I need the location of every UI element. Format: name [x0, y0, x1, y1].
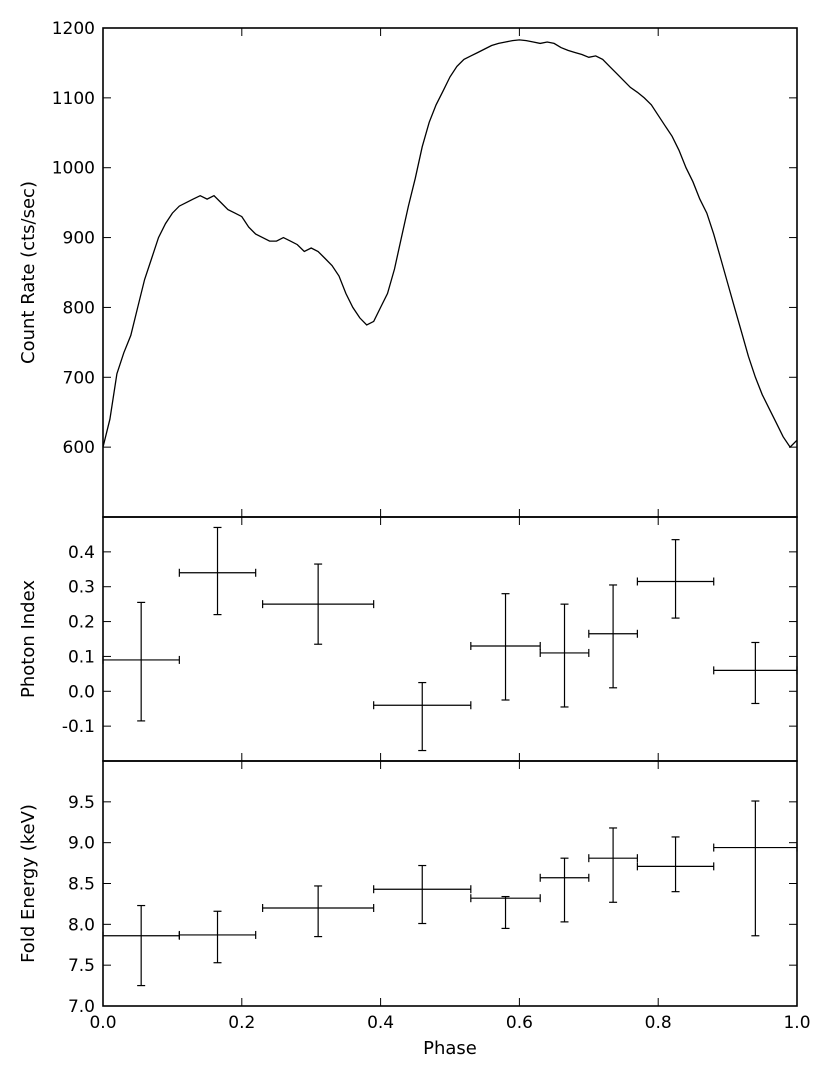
fold-energy-point — [636, 836, 715, 893]
photon-index-ytick-label: 0.0 — [68, 682, 95, 702]
photon-index-point — [262, 563, 375, 645]
phase-xtick-label: 0.6 — [506, 1013, 533, 1033]
phase-xtick-label: 0.2 — [228, 1013, 255, 1033]
fold-energy-point — [539, 857, 590, 923]
fold-energy-point — [102, 904, 180, 987]
photon-index-point — [539, 603, 590, 708]
fold-energy-point — [713, 800, 798, 937]
fold-energy-ylabel: Fold Energy (keV) — [18, 804, 39, 963]
photon-index-point — [588, 584, 638, 689]
count-rate-ylabel: Count Rate (cts/sec) — [18, 181, 39, 364]
count-rate-frame — [102, 27, 798, 518]
photon-index-point — [373, 681, 472, 752]
count-rate-ytick-label: 1200 — [52, 19, 95, 39]
photon-index-ytick-label: 0.4 — [68, 543, 95, 563]
fold-energy-point — [178, 910, 257, 964]
count-rate-ytick-label: 600 — [63, 438, 95, 458]
fold-energy-panel: 7.0 7.5 8.0 8.5 9.0 9.5 Fold Energy (keV) 0.0 0.… — [18, 760, 811, 1059]
photon-index-ytick-label: 0.3 — [68, 578, 95, 598]
photon-index-frame — [102, 516, 798, 762]
photon-index-point — [636, 539, 715, 619]
photon-index-point — [178, 526, 257, 616]
photon-index-ytick-label: -0.1 — [62, 717, 95, 737]
fold-energy-point — [262, 885, 375, 938]
phase-xtick-label: 0.0 — [89, 1013, 116, 1033]
fold-energy-point — [470, 894, 541, 930]
fold-energy-ytick-label: 9.0 — [68, 834, 95, 854]
photon-index-point — [713, 641, 798, 705]
phase-xlabel: Phase — [423, 1038, 477, 1059]
count-rate-ytick-label: 1100 — [52, 89, 95, 109]
phase-xtick-label: 0.4 — [367, 1013, 394, 1033]
photon-index-ytick-label: 0.2 — [68, 613, 95, 633]
photon-index-point — [102, 601, 180, 722]
fold-energy-ytick-label: 8.5 — [68, 875, 95, 895]
count-rate-panel: 600 700 800 900 1000 1100 1200 Count Rate (cts/… — [18, 19, 798, 518]
fold-energy-ytick-label: 8.0 — [68, 915, 95, 935]
fold-energy-point — [373, 864, 472, 925]
phase-xtick-label: 1.0 — [783, 1013, 810, 1033]
fold-energy-ytick-label: 9.5 — [68, 793, 95, 813]
photon-index-ytick-label: 0.1 — [68, 647, 95, 667]
fold-energy-point — [588, 827, 638, 903]
phase-xtick-label: 0.8 — [645, 1013, 672, 1033]
fold-energy-ytick-label: 7.0 — [68, 997, 95, 1017]
count-rate-ytick-label: 700 — [63, 368, 95, 388]
photon-index-point — [470, 593, 541, 701]
photon-index-ylabel: Photon Index — [18, 580, 39, 698]
count-rate-ytick-label: 800 — [63, 298, 95, 318]
fold-energy-frame — [102, 760, 798, 1007]
count-rate-ytick-label: 900 — [63, 229, 95, 249]
photon-index-panel: -0.1 0.0 0.1 0.2 0.3 0.4 Photon Index — [18, 516, 798, 762]
count-rate-ytick-label: 1000 — [52, 159, 95, 179]
count-rate-curve — [102, 39, 798, 449]
fold-energy-ytick-label: 7.5 — [68, 956, 95, 976]
